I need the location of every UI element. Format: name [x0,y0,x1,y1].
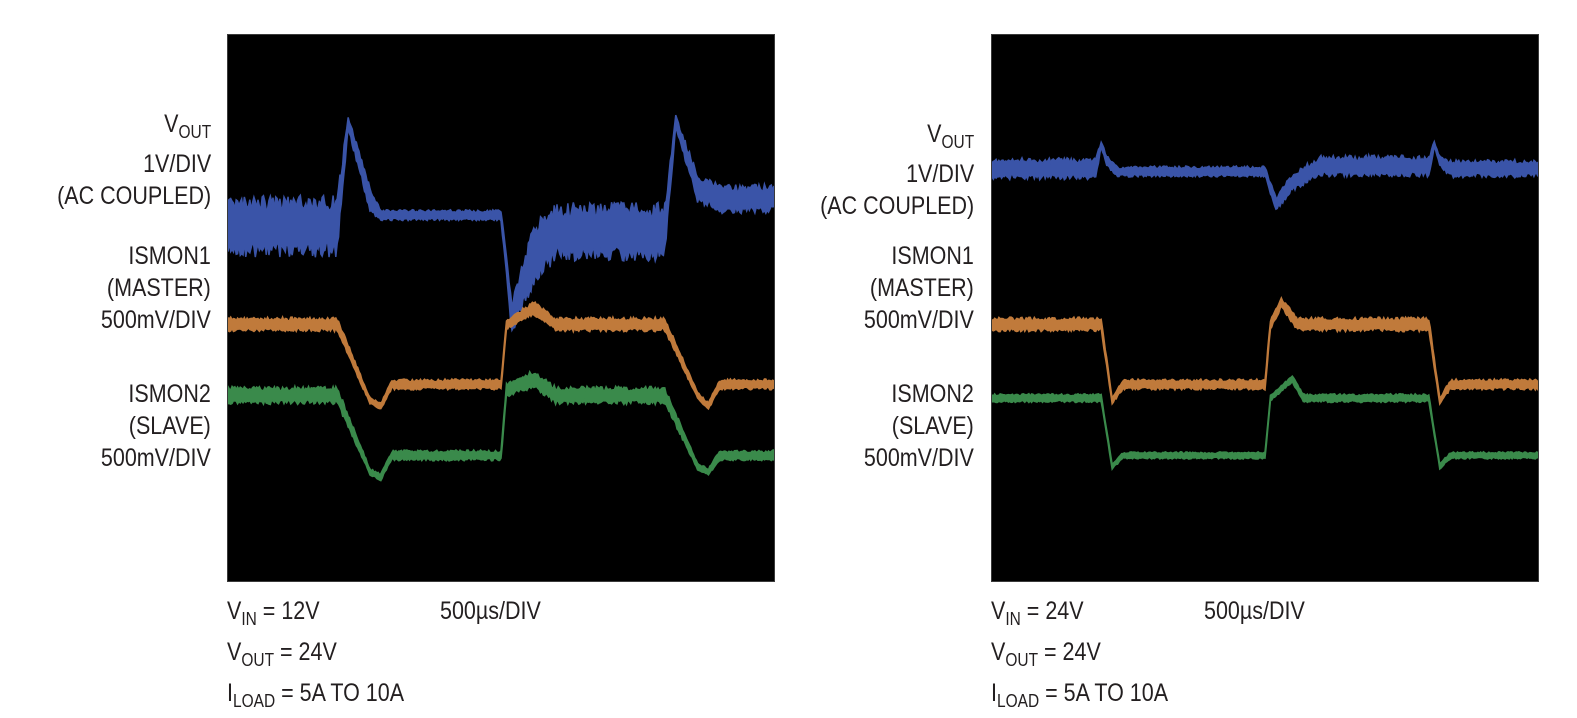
scope-screen [991,34,1539,582]
ismon2-trace [228,369,774,482]
vout-trace [992,139,1538,211]
vout-channel-label: VOUT 1V/DIV (AC COUPLED) [56,110,211,210]
ismon2-trace [992,375,1538,471]
condition-vin: VIN = 24V [991,597,1084,629]
condition-vout: VOUT = 24V [991,638,1101,670]
vout-trace [228,114,774,333]
condition-vin: VIN = 12V [227,597,320,629]
condition-iload: ILOAD = 5A TO 10A [991,679,1169,711]
ismon2-channel-label: ISMON2 (SLAVE) 500mV/DIV [864,380,974,472]
timebase-label: 500µs/DIV [1204,597,1305,625]
scope-traces [228,114,774,482]
scope-traces [992,139,1538,471]
condition-iload: ILOAD = 5A TO 10A [227,679,405,711]
ismon2-channel-label: ISMON2 (SLAVE) 500mV/DIV [101,380,211,472]
test-conditions: VIN = 24V VOUT = 24V ILOAD = 5A TO 10A [991,595,1168,718]
scope-panel-right: VOUT 1V/DIV (AC COUPLED) ISMON1 (MASTER)… [780,0,1560,717]
ismon1-trace [992,296,1538,407]
timebase-label: 500µs/DIV [440,597,541,625]
ismon1-trace [228,300,774,411]
vout-channel-label: VOUT 1V/DIV (AC COUPLED) [819,120,974,220]
condition-vout: VOUT = 24V [227,638,337,670]
ismon1-channel-label: ISMON1 (MASTER) 500mV/DIV [101,242,211,334]
scope-screen [227,34,775,582]
test-conditions: VIN = 12V VOUT = 24V ILOAD = 5A TO 10A [227,595,404,718]
scope-panel-left: VOUT 1V/DIV (AC COUPLED) ISMON1 (MASTER)… [0,0,780,717]
ismon1-channel-label: ISMON1 (MASTER) 500mV/DIV [864,242,974,334]
